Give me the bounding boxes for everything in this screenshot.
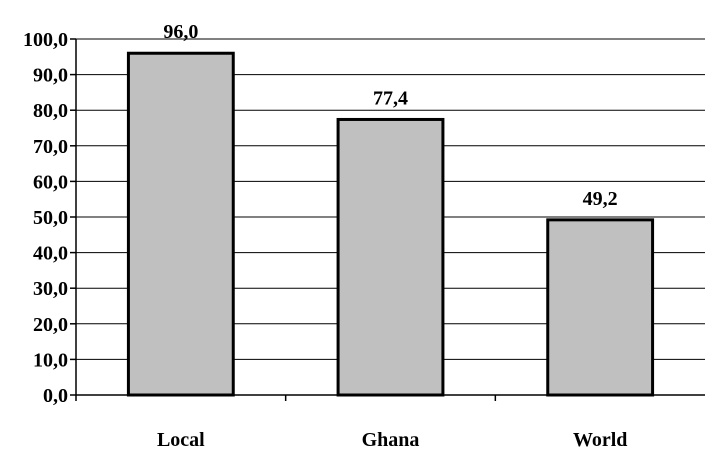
y-tick-label: 40,0 xyxy=(33,243,68,265)
y-tick-label: 50,0 xyxy=(33,207,68,229)
data-label: 49,2 xyxy=(583,188,618,210)
bar-local xyxy=(126,51,235,397)
y-tick-label: 30,0 xyxy=(33,278,68,300)
y-tick-label: 20,0 xyxy=(33,314,68,336)
x-axis-ticks: Local Ghana World xyxy=(75,395,627,450)
bar-world xyxy=(546,218,655,397)
y-tick-label: 70,0 xyxy=(33,136,68,158)
x-category-label: Ghana xyxy=(362,429,420,450)
bar-ghana xyxy=(336,117,445,397)
y-tick-label: 90,0 xyxy=(33,65,68,87)
data-label: 77,4 xyxy=(373,87,408,109)
y-tick-label: 80,0 xyxy=(33,100,68,122)
x-category-label: World xyxy=(573,429,627,450)
y-tick-label: 60,0 xyxy=(33,171,68,193)
y-tick-label: 10,0 xyxy=(33,349,68,371)
y-tick-label: 100,0 xyxy=(23,29,68,51)
y-tick-label: 0,0 xyxy=(43,385,68,407)
y-axis-ticks: 0,0 10,0 20,0 30,0 40,0 50,0 60,0 70,0 80,0 90,0 1… xyxy=(23,29,76,407)
data-label: 96,0 xyxy=(163,21,198,43)
bars: 96,0 77,4 49,2 xyxy=(126,21,655,397)
x-category-label: Local xyxy=(157,429,205,450)
